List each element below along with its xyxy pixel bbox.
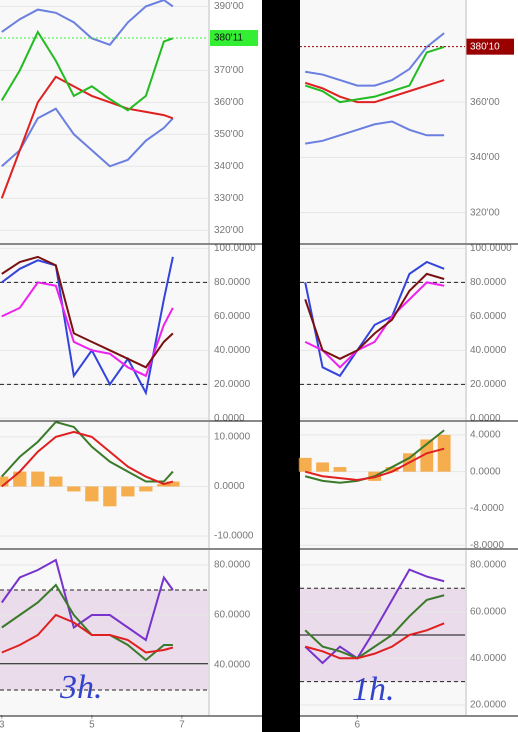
y-tick-label: 4.0000: [470, 430, 501, 441]
histogram-bar: [157, 484, 171, 487]
y-tick-label: 80.0000: [214, 277, 251, 288]
histogram-bar: [103, 486, 117, 507]
last-price-label: 380'10: [470, 41, 500, 52]
x-tick-label: 3: [0, 720, 5, 731]
y-tick-label: 40.0000: [214, 660, 251, 671]
histogram-bar: [31, 471, 45, 487]
series-line: [0, 29, 174, 112]
y-tick-label: 60.0000: [470, 311, 507, 322]
series-line: [1, 430, 174, 488]
y-tick-label: 390'00: [214, 1, 244, 12]
histogram-bar: [298, 457, 312, 472]
y-tick-label: 80.0000: [470, 560, 507, 571]
series-line: [304, 272, 445, 360]
y-tick-label: 320'00: [470, 207, 500, 218]
y-tick-label: 60.0000: [214, 311, 251, 322]
pane-background: [300, 422, 465, 548]
y-tick-label: 80.0000: [470, 277, 507, 288]
y-tick-label: 340'00: [214, 161, 244, 172]
last-price-label: 380'11: [214, 33, 243, 44]
y-tick-label: 0.0000: [214, 481, 245, 492]
y-tick-label: 10.0000: [214, 432, 251, 443]
pane-background: [300, 245, 465, 420]
y-tick-label: 350'00: [214, 129, 244, 140]
series-line: [304, 260, 445, 378]
histogram-bar: [67, 486, 81, 492]
series-line: [304, 622, 445, 660]
divider: [262, 0, 300, 732]
x-tick-label: 5: [89, 720, 95, 731]
histogram-bar: [385, 467, 399, 472]
y-tick-label: 100.0000: [470, 243, 512, 254]
histogram-bar: [316, 462, 329, 472]
y-tick-label: 360'00: [214, 97, 244, 108]
series-line: [1, 107, 174, 168]
series-line: [305, 120, 445, 145]
series-line: [0, 75, 174, 199]
annotation: 3h.: [59, 669, 103, 706]
series-line: [304, 594, 445, 660]
y-tick-label: 80.0000: [214, 560, 251, 571]
series-line: [0, 558, 174, 642]
y-tick-label: 370'00: [214, 65, 244, 76]
series-line: [304, 45, 445, 104]
y-tick-label: 330'00: [214, 193, 244, 204]
y-tick-label: 320'00: [214, 225, 244, 236]
y-tick-label: 20.0000: [470, 700, 507, 711]
histogram-bar: [0, 476, 9, 487]
last-price-tag: [466, 38, 514, 55]
series-line: [304, 568, 445, 665]
series-line: [1, 420, 174, 483]
histogram-bar: [166, 481, 180, 487]
y-tick-label: -10.0000: [214, 531, 254, 542]
series-line: [304, 281, 445, 369]
series-line: [1, 255, 174, 369]
annotation: 1h.: [352, 671, 395, 708]
y-tick-label: 0.0000: [470, 466, 501, 477]
y-tick-label: 340'00: [470, 152, 500, 163]
y-tick-label: 0.0000: [470, 413, 501, 424]
y-tick-label: 40.0000: [470, 653, 507, 664]
series-line: [304, 79, 445, 104]
histogram-bar: [437, 434, 451, 472]
series-line: [304, 447, 445, 481]
histogram-bar: [49, 476, 63, 487]
series-line: [1, 613, 174, 654]
y-tick-label: 20.0000: [470, 379, 507, 390]
x-tick-label: 6: [355, 720, 361, 731]
y-tick-label: 40.0000: [470, 345, 507, 356]
pane-background: [0, 245, 208, 420]
y-tick-label: 60.0000: [214, 610, 251, 621]
y-tick-label: 0.0000: [214, 413, 245, 424]
y-tick-label: 40.0000: [214, 345, 251, 356]
y-tick-label: -8.0000: [470, 540, 504, 551]
x-tick-label: 7: [179, 720, 185, 731]
y-tick-label: -4.0000: [470, 503, 504, 514]
histogram-bar: [333, 467, 347, 472]
last-price-tag: [210, 30, 258, 47]
series-line: [305, 32, 445, 87]
histogram-bar: [139, 486, 153, 492]
pane-background: [300, 0, 465, 243]
series-line: [1, 0, 174, 46]
band: [0, 590, 208, 690]
histogram-bar: [13, 471, 27, 487]
y-tick-label: 60.0000: [470, 606, 507, 617]
histogram-bar: [121, 486, 135, 497]
y-tick-label: 100.0000: [214, 243, 256, 254]
y-tick-label: 20.0000: [214, 379, 251, 390]
y-tick-label: 360'00: [470, 97, 500, 108]
histogram-bar: [85, 486, 99, 502]
